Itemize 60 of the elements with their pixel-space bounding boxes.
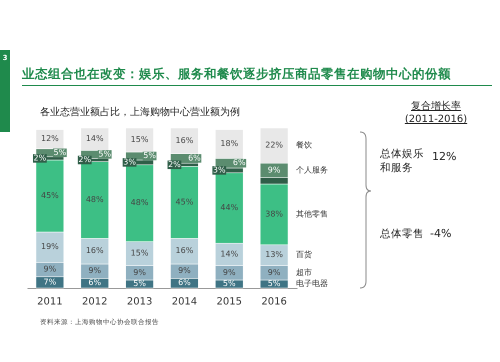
text: 复合增长率 (2011-2016) xyxy=(404,100,468,126)
data-label: 22% xyxy=(265,140,284,150)
data-label: 12% xyxy=(40,134,60,144)
data-label: 5% xyxy=(133,279,146,288)
data-label: 5% xyxy=(268,279,281,288)
data-label: 6% xyxy=(232,158,246,168)
data-label: 45% xyxy=(176,197,194,206)
data-label: 2% xyxy=(34,153,47,162)
x-tick-label: 2015 xyxy=(216,296,242,308)
data-label: 5% xyxy=(143,151,156,160)
x-tick-label: 2012 xyxy=(82,296,108,308)
data-label: 5% xyxy=(98,149,112,158)
series-label: 超市 xyxy=(296,268,312,277)
data-label: 5% xyxy=(54,148,67,157)
series-label: 电子电器 xyxy=(296,279,328,288)
data-label: 6% xyxy=(188,153,202,162)
data-label: 15% xyxy=(130,135,149,144)
data-label: 7% xyxy=(44,277,57,286)
data-label: 16% xyxy=(176,136,194,145)
x-tick-label: 2011 xyxy=(37,296,63,308)
data-label: 14% xyxy=(86,134,104,144)
series-label: 餐饮 xyxy=(296,140,312,150)
x-tick-label: 2016 xyxy=(261,296,287,308)
data-label: 9% xyxy=(268,165,281,174)
data-label: 38% xyxy=(265,209,284,218)
data-label: 9% xyxy=(222,268,236,277)
data-label: 13% xyxy=(265,250,284,260)
data-label: 6% xyxy=(178,278,192,288)
data-label: 2% xyxy=(78,155,92,164)
chart-subtitle: 各业态营业额占比，上海购物中心营业额为例 xyxy=(40,106,240,119)
text: 总体娱乐和服务 xyxy=(380,147,425,175)
data-label: 48% xyxy=(130,198,149,208)
series-label: 百货 xyxy=(296,250,312,260)
data-label: 9% xyxy=(133,268,146,277)
data-label: 6% xyxy=(88,278,102,288)
data-label: 9% xyxy=(268,268,281,277)
data-label: 9% xyxy=(178,266,192,276)
x-tick-label: 2013 xyxy=(126,296,152,308)
data-label: 15% xyxy=(130,248,149,258)
data-label: 44% xyxy=(220,203,239,212)
data-label: 16% xyxy=(86,246,104,256)
data-label: 14% xyxy=(220,249,239,258)
data-label: 19% xyxy=(40,242,60,252)
data-label: 5% xyxy=(222,279,236,288)
chart-title: 业态组合也在改变：娱乐、服务和餐饮逐步挤压商品零售在购物中心的份额 xyxy=(22,66,451,83)
data-label: 16% xyxy=(176,246,194,256)
data-label: 9% xyxy=(88,266,102,276)
data-label: 48% xyxy=(86,195,104,204)
x-tick-label: 2014 xyxy=(172,296,198,308)
series-label: 其他零售 xyxy=(296,209,328,218)
text: 12% xyxy=(432,150,456,163)
data-label: 3% xyxy=(212,165,226,174)
text: 总体零售 xyxy=(380,227,424,241)
data-label: 45% xyxy=(40,191,60,200)
data-label: 2% xyxy=(168,160,182,169)
series-label: 个人服务 xyxy=(296,165,328,174)
text: -4% xyxy=(430,227,452,240)
data-label: 18% xyxy=(220,139,239,148)
data-label: 3% xyxy=(123,157,136,166)
data-label: 9% xyxy=(44,264,57,274)
